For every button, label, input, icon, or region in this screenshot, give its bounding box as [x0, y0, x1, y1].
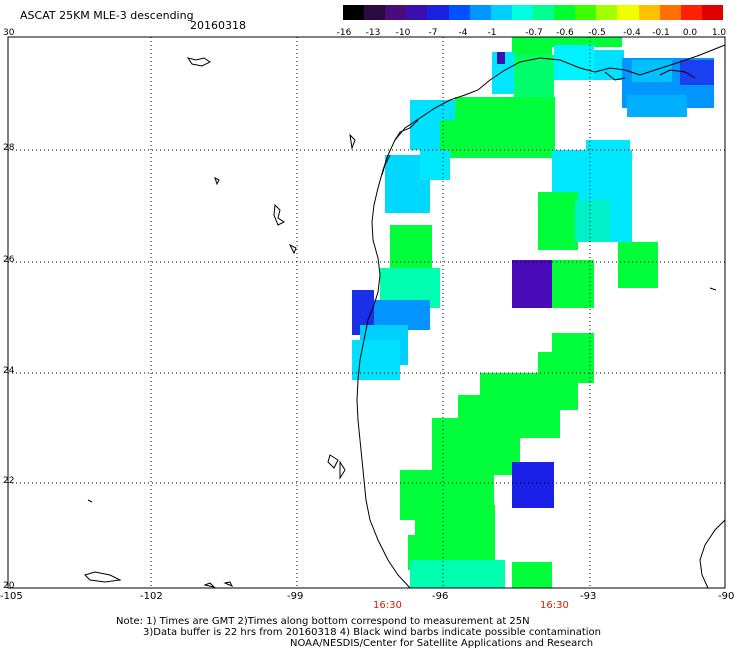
coastline — [356, 44, 726, 589]
color-scale-segment — [406, 5, 428, 20]
color-scale-segment — [385, 5, 407, 20]
lat-label: 28 — [3, 143, 15, 153]
color-scale-segment — [554, 5, 576, 20]
scale-label: -10 — [395, 28, 411, 38]
map-frame — [7, 36, 726, 589]
scale-label: -0.1 — [652, 28, 670, 38]
lat-label: 26 — [3, 255, 15, 265]
lon-label: -96 — [432, 591, 449, 602]
data-cell — [497, 52, 505, 64]
color-scale-segment — [364, 5, 386, 20]
lon-label: -93 — [580, 591, 597, 602]
color-scale-segment — [511, 5, 533, 20]
scale-label: -0.4 — [623, 28, 641, 38]
data-cell — [554, 45, 594, 80]
footnote-line: Note: 1) Times are GMT 2)Times along bot… — [116, 616, 530, 627]
data-cell — [410, 560, 505, 588]
data-cell — [552, 260, 594, 308]
lat-label: 30 — [3, 28, 15, 38]
land-features — [84, 57, 717, 588]
data-cell — [538, 192, 578, 250]
lon-label: -105 — [0, 591, 23, 602]
color-scale-segment — [659, 5, 681, 20]
scale-label: -0.6 — [556, 28, 574, 38]
data-cell — [618, 242, 658, 288]
wind-data-cells — [352, 37, 714, 588]
lat-label: 22 — [3, 476, 15, 486]
color-scale-segment — [427, 5, 449, 20]
color-scale-segment — [448, 5, 470, 20]
scale-label: -1 — [487, 28, 497, 38]
color-scale-segment — [343, 5, 365, 20]
scale-label: -0.7 — [525, 28, 543, 38]
pass-time-label: 16:30 — [540, 600, 569, 611]
data-cell — [552, 37, 622, 47]
data-cell — [352, 290, 374, 335]
scale-label: -4 — [458, 28, 468, 38]
lon-label: -90 — [718, 591, 735, 602]
color-scale-bar — [343, 5, 723, 20]
scale-label: -7 — [428, 28, 438, 38]
color-scale-segment — [617, 5, 639, 20]
scale-label: -0.5 — [588, 28, 606, 38]
footnote-line: NOAA/NESDIS/Center for Satellite Applica… — [290, 638, 594, 649]
data-cell — [512, 37, 552, 59]
pass-time-label: 16:30 — [373, 600, 402, 611]
color-scale-segment — [469, 5, 491, 20]
chart-title: ASCAT 25KM MLE-3 descending — [20, 9, 194, 22]
data-cell — [420, 150, 450, 180]
data-cell — [627, 95, 687, 117]
data-cell — [352, 340, 400, 380]
scale-label: 0.0 — [682, 28, 698, 38]
color-scale-segment — [532, 5, 555, 20]
lat-label: 20 — [3, 581, 15, 591]
data-cell — [512, 462, 554, 508]
scale-label: -16 — [336, 28, 352, 38]
lat-label: 24 — [3, 366, 15, 376]
data-cell — [512, 260, 552, 308]
color-scale-segment — [701, 5, 723, 20]
data-cell — [440, 120, 555, 158]
color-scale-segment — [638, 5, 660, 20]
color-scale-segment — [680, 5, 702, 20]
data-cell — [512, 562, 552, 588]
scale-label: 1.0 — [711, 28, 727, 38]
lon-label: -102 — [140, 591, 163, 602]
date-label: 20160318 — [190, 19, 246, 32]
data-cell — [575, 200, 610, 242]
color-scale-segment — [575, 5, 597, 20]
data-cell — [390, 225, 432, 270]
lon-label: -99 — [287, 591, 304, 602]
footnote-line: 3)Data buffer is 22 hrs from 20160318 4)… — [143, 627, 601, 638]
scale-label: -13 — [365, 28, 381, 38]
color-scale-segment — [596, 5, 618, 20]
data-cell — [514, 55, 554, 97]
color-scale-segment — [490, 5, 512, 20]
